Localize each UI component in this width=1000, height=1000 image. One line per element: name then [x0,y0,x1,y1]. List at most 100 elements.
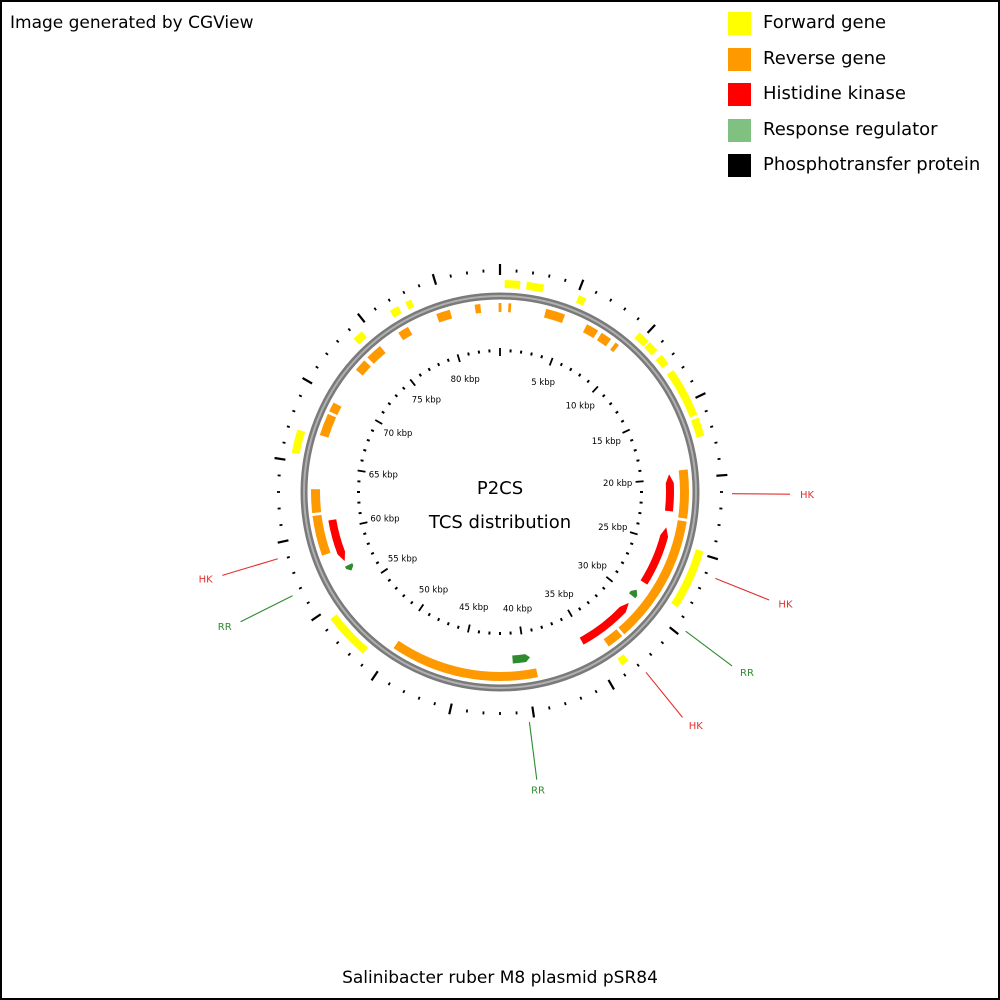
minor-tick [709,425,714,429]
kbp-minor-tick [620,419,625,423]
tcs-labels: HK HK RR HK RR RR HK [199,490,815,796]
minor-tick [681,365,685,369]
reverse-gene-track [311,303,689,681]
kbp-minor-tick [427,367,431,372]
kbp-major-tick [359,521,368,525]
forward-gene [525,281,545,293]
forward-gene [634,332,649,347]
kbp-minor-tick [375,561,380,565]
kbp-major-tick [357,469,366,473]
legend-label: Histidine kinase [763,83,906,104]
kbp-tick-label: 60 kbp [370,514,399,524]
response-regulator-arrow [628,589,638,599]
minor-tick [449,274,452,278]
center-subtitle: TCS distribution [428,512,571,533]
kbp-minor-tick [437,362,441,367]
major-tick [370,670,379,682]
major-tick [277,539,289,544]
kbp-tick-label: 40 kbp [503,605,532,615]
minor-tick [373,307,377,311]
response-regulator-arrow [345,563,354,571]
kbp-major-tick [567,609,573,618]
major-tick [431,273,438,285]
forward-gene [682,397,698,418]
response-regulator-track [345,563,638,664]
kbp-tick-label: 35 kbp [544,590,573,600]
credit-text: Image generated by CGView [10,13,254,33]
reverse-gene [398,326,413,341]
kbp-tick-label: 15 kbp [592,437,621,447]
kbp-minor-tick [559,362,563,367]
kbp-minor-tick [578,607,582,611]
legend-label: Reverse gene [763,47,887,69]
rr-label: RR [740,668,754,679]
kbp-major-tick [635,480,644,483]
minor-tick [325,352,329,356]
kbp-minor-tick [360,459,364,462]
forward-gene [655,354,669,369]
minor-tick [660,640,665,645]
kbp-tick-label: 20 kbp [603,479,632,489]
kbp-tick-label: 5 kbp [531,378,555,388]
kbp-minor-tick [366,438,371,442]
major-tick [707,554,719,561]
kbp-minor-tick [586,379,590,384]
histidine-kinase-arrow [664,474,674,512]
forward-gene [690,417,705,438]
kbp-minor-tick [387,402,392,406]
kbp-tick-label: 45 kbp [459,603,488,613]
major-tick [310,613,322,622]
minor-tick [623,673,627,677]
reverse-gene-swatch [728,47,751,71]
major-tick [668,626,679,636]
minor-tick [298,394,303,398]
kbp-minor-tick [594,593,598,598]
minor-tick [325,628,329,632]
kbp-major-tick [467,624,471,633]
forward-gene [353,331,367,345]
callout-line [645,671,683,718]
major-tick [448,703,453,715]
minor-tick [636,663,640,667]
minor-tick [433,701,437,706]
minor-tick [623,307,627,311]
kbp-minor-tick [394,394,399,398]
kbp-minor-tick [578,373,582,377]
reverse-gene [596,332,612,347]
minor-tick [315,365,319,369]
kbp-minor-tick [586,600,590,605]
kbp-major-tick [409,378,416,387]
minor-tick [347,327,352,332]
reverse-gene [311,489,322,514]
histidine-kinase-arrow [640,527,669,585]
kbp-major-tick [622,428,631,434]
minor-tick [417,284,421,288]
minor-tick [282,441,286,444]
reverse-gene [355,360,371,376]
center-title: P2CS [477,478,523,499]
minor-tick [690,379,694,383]
kbp-tick-label: 50 kbp [419,585,448,595]
kbp-tick-label: 80 kbp [451,375,480,385]
kbp-minor-tick [467,352,470,356]
kbp-minor-tick [402,386,406,391]
minor-tick [671,352,675,356]
kbp-minor-tick [394,586,399,590]
reverse-gene [498,303,502,313]
kbp-minor-tick [636,522,640,525]
reverse-gene [678,469,689,519]
kbp-minor-tick [608,402,613,406]
kbp-minor-tick [370,551,375,555]
histidine-kinase-arrow [579,602,629,645]
kbp-tick-label: 55 kbp [388,554,417,564]
minor-tick [636,317,640,321]
legend-label: Response regulator [763,118,938,140]
forward-gene [666,369,690,401]
inner-kbp-ruler: 5 kbp 10 kbp 15 kbp 20 kbp 25 kbp 30 kbp 35 kb… [357,348,644,635]
major-tick [695,392,706,399]
reverse-gene [582,324,599,339]
kbp-tick-label: 10 kbp [566,401,595,411]
kbp-minor-tick [629,438,634,442]
